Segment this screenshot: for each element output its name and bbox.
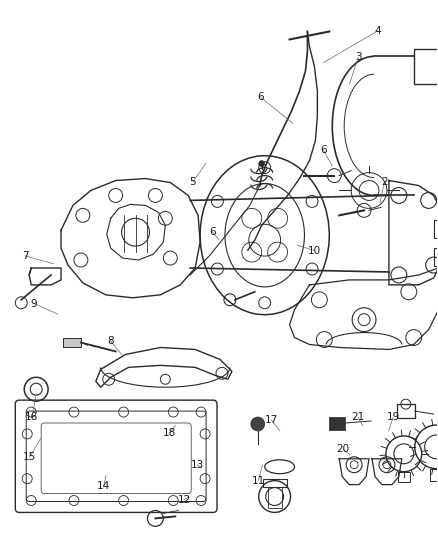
- Text: 11: 11: [251, 476, 265, 486]
- Circle shape: [251, 417, 265, 431]
- Text: 4: 4: [374, 26, 381, 36]
- Text: 13: 13: [191, 460, 204, 470]
- Bar: [414, 50, 438, 84]
- Bar: [398, 472, 410, 482]
- Text: 7: 7: [22, 251, 28, 261]
- Text: 9: 9: [31, 298, 37, 309]
- Text: 15: 15: [23, 452, 36, 462]
- Text: 2: 2: [381, 177, 388, 187]
- Circle shape: [259, 160, 265, 167]
- Bar: [430, 469, 438, 481]
- Text: 3: 3: [355, 52, 362, 62]
- Text: 5: 5: [190, 177, 196, 187]
- Text: 10: 10: [308, 246, 321, 256]
- Bar: [397, 404, 415, 418]
- Bar: [434, 220, 438, 238]
- Text: 14: 14: [97, 481, 110, 491]
- Bar: [434, 248, 438, 266]
- Text: 17: 17: [265, 415, 278, 425]
- Bar: [263, 479, 286, 487]
- Bar: [63, 337, 81, 348]
- Text: 6: 6: [209, 227, 216, 237]
- Text: 12: 12: [177, 495, 191, 505]
- Text: 6: 6: [320, 145, 327, 155]
- Text: 6: 6: [257, 92, 264, 102]
- Text: 16: 16: [25, 413, 39, 423]
- Bar: [329, 417, 345, 430]
- Bar: [268, 487, 282, 508]
- Text: 18: 18: [162, 429, 176, 438]
- Text: 21: 21: [352, 413, 365, 423]
- Text: 8: 8: [107, 336, 113, 345]
- Text: 19: 19: [386, 413, 400, 423]
- Text: 20: 20: [336, 444, 350, 454]
